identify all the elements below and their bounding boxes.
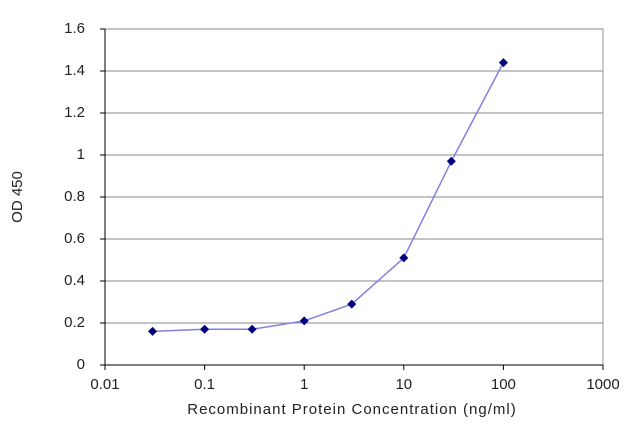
x-tick-label: 0.01 [90, 376, 119, 393]
y-tick-label: 0.6 [64, 230, 85, 247]
data-point [399, 253, 409, 263]
data-point [498, 58, 508, 68]
y-tick-label: 1 [77, 146, 85, 163]
x-tick-label: 0.1 [194, 376, 215, 393]
data-point [347, 299, 357, 309]
y-axis-label: OD 450 [9, 171, 26, 223]
x-tick-label: 10 [395, 376, 412, 393]
x-axis-label: Recombinant Protein Concentration (ng/ml… [187, 401, 516, 418]
data-point [446, 156, 456, 166]
data-point [200, 324, 210, 334]
y-tick-label: 1.4 [64, 62, 85, 79]
y-tick-label: 0.4 [64, 272, 85, 289]
x-tick-label: 1 [300, 376, 308, 393]
y-tick-label: 1.6 [64, 20, 85, 37]
data-point [247, 324, 257, 334]
data-line [152, 62, 505, 333]
y-tick-label: 1.2 [64, 104, 85, 121]
x-tick-label: 1000 [586, 376, 619, 393]
y-tick-label: 0.8 [64, 188, 85, 205]
data-point [148, 326, 158, 336]
x-tick-label: 100 [491, 376, 516, 393]
y-tick-label: 0 [77, 356, 85, 373]
y-tick-label: 0.2 [64, 314, 85, 331]
data-point [299, 316, 309, 326]
